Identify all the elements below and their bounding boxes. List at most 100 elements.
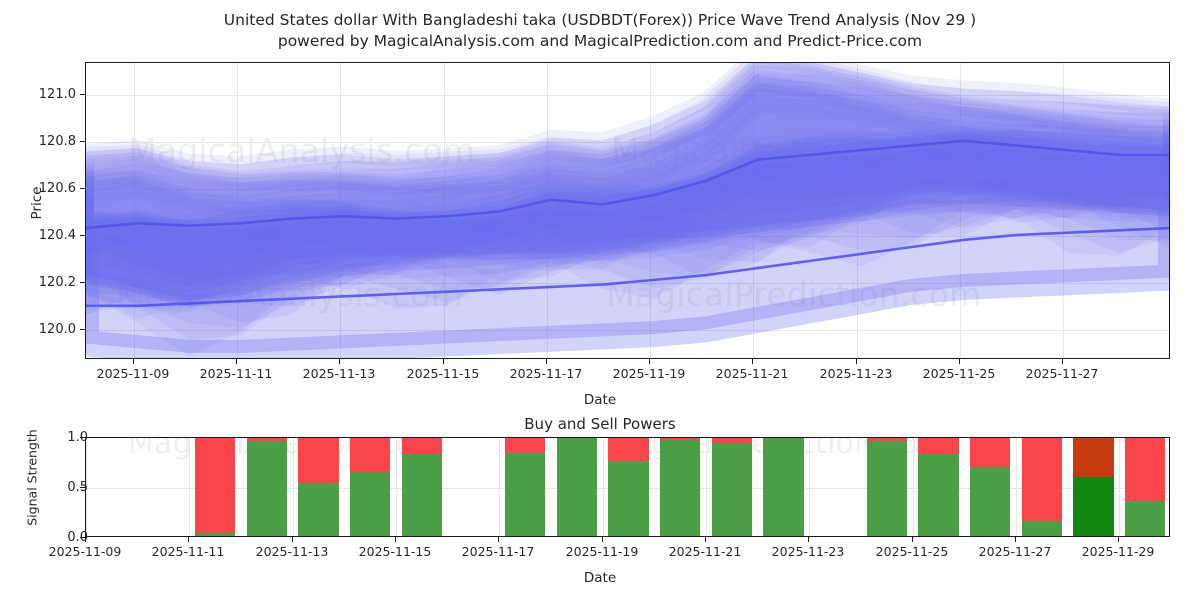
xtick-label: 2025-11-25 bbox=[875, 544, 949, 559]
xtick-label: 2025-11-23 bbox=[771, 544, 845, 559]
gridline-h bbox=[86, 95, 1169, 96]
xtick-mark bbox=[649, 359, 651, 364]
xtick-mark bbox=[498, 537, 500, 542]
ytick-mark bbox=[80, 94, 85, 96]
power-bar[interactable] bbox=[866, 438, 907, 536]
sell-power-segment bbox=[1125, 438, 1166, 501]
power-bar[interactable] bbox=[350, 438, 391, 536]
ytick-mark bbox=[80, 235, 85, 237]
power-bar[interactable] bbox=[918, 438, 959, 536]
gridline-h bbox=[86, 189, 1169, 190]
xtick-mark bbox=[339, 359, 341, 364]
sell-power-segment bbox=[505, 438, 546, 453]
figure-title-line2: powered by MagicalAnalysis.com and Magic… bbox=[277, 32, 923, 50]
gridline-v bbox=[913, 438, 914, 536]
gridline-v bbox=[809, 438, 810, 536]
power-bar[interactable] bbox=[1021, 438, 1062, 536]
power-bar[interactable] bbox=[711, 438, 752, 536]
buy-power-segment bbox=[1125, 501, 1166, 536]
power-bar[interactable] bbox=[246, 438, 287, 536]
gridline-v bbox=[340, 63, 341, 358]
gridline-v bbox=[706, 438, 707, 536]
xtick-label: 2025-11-21 bbox=[668, 544, 742, 559]
sell-power-segment bbox=[350, 438, 391, 472]
power-bar[interactable] bbox=[1073, 438, 1114, 536]
xtick-label: 2025-11-29 bbox=[1081, 544, 1155, 559]
buy-power-segment bbox=[763, 438, 804, 536]
xtick-label: 2025-11-13 bbox=[255, 544, 329, 559]
power-bar[interactable] bbox=[401, 438, 442, 536]
xtick-label: 2025-11-19 bbox=[565, 544, 639, 559]
gridline-v bbox=[444, 63, 445, 358]
xtick-label: 2025-11-27 bbox=[978, 544, 1052, 559]
gridline-v bbox=[1063, 63, 1064, 358]
buy-power-segment bbox=[866, 441, 907, 536]
sell-power-segment bbox=[608, 438, 649, 461]
power-bar[interactable] bbox=[660, 438, 701, 536]
buy-power-segment bbox=[711, 443, 752, 536]
xtick-mark bbox=[1062, 359, 1064, 364]
ytick-mark bbox=[80, 282, 85, 284]
xtick-label: 2025-11-15 bbox=[406, 366, 480, 381]
power-bar[interactable] bbox=[505, 438, 546, 536]
sell-power-segment bbox=[298, 438, 339, 483]
signal-strength-axis-label: Signal Strength bbox=[24, 429, 40, 526]
sell-power-segment bbox=[246, 438, 287, 441]
xtick-mark bbox=[443, 359, 445, 364]
buy-power-segment bbox=[608, 461, 649, 536]
xtick-mark bbox=[133, 359, 135, 364]
gridline-v bbox=[857, 63, 858, 358]
gridline-v bbox=[396, 438, 397, 536]
xtick-mark bbox=[602, 537, 604, 542]
power-chart-title: Buy and Sell Powers bbox=[524, 415, 676, 433]
gridline-v bbox=[237, 63, 238, 358]
power-bars-layer bbox=[86, 438, 1169, 536]
ytick-mark bbox=[80, 141, 85, 143]
xtick-mark bbox=[292, 537, 294, 542]
power-bar[interactable] bbox=[556, 438, 597, 536]
xtick-label: 2025-11-27 bbox=[1025, 366, 1099, 381]
power-bar[interactable] bbox=[195, 438, 236, 536]
xtick-label: 2025-11-09 bbox=[48, 544, 122, 559]
date-axis-label: Date bbox=[583, 392, 617, 408]
xtick-mark bbox=[85, 537, 87, 542]
sell-power-segment bbox=[1073, 438, 1114, 477]
power-bar[interactable] bbox=[763, 438, 804, 536]
gridline-v bbox=[753, 63, 754, 358]
xtick-label: 2025-11-25 bbox=[922, 366, 996, 381]
buy-power-segment bbox=[1073, 477, 1114, 536]
sell-power-segment bbox=[970, 438, 1011, 467]
xtick-mark bbox=[1118, 537, 1120, 542]
price-axis-label: Price bbox=[29, 186, 45, 220]
ytick-mark bbox=[80, 188, 85, 190]
xtick-mark bbox=[395, 537, 397, 542]
ytick-label: 121.0 bbox=[38, 87, 76, 102]
buy-power-segment bbox=[246, 441, 287, 536]
ytick-mark bbox=[80, 437, 85, 439]
xtick-label: 2025-11-23 bbox=[819, 366, 893, 381]
sell-power-segment bbox=[660, 438, 701, 440]
power-bar[interactable] bbox=[608, 438, 649, 536]
buy-power-segment bbox=[556, 438, 597, 536]
buy-power-segment bbox=[970, 467, 1011, 536]
xtick-mark bbox=[856, 359, 858, 364]
buy-power-segment bbox=[1021, 521, 1062, 536]
gridline-v bbox=[960, 63, 961, 358]
ytick-label: 1.0 bbox=[67, 430, 88, 445]
xtick-mark bbox=[912, 537, 914, 542]
xtick-mark bbox=[1015, 537, 1017, 542]
sell-power-segment bbox=[401, 438, 442, 454]
power-bar[interactable] bbox=[1125, 438, 1166, 536]
xtick-label: 2025-11-11 bbox=[199, 366, 273, 381]
power-bar[interactable] bbox=[970, 438, 1011, 536]
gridline-v bbox=[547, 63, 548, 358]
ytick-label: 120.4 bbox=[38, 228, 76, 243]
sell-power-segment bbox=[1021, 438, 1062, 521]
ytick-label: 120.2 bbox=[38, 275, 76, 290]
figure-title-line1: United States dollar With Bangladeshi ta… bbox=[223, 11, 977, 29]
buy-power-segment bbox=[918, 454, 959, 536]
power-bar[interactable] bbox=[298, 438, 339, 536]
gridline-v bbox=[293, 438, 294, 536]
xtick-label: 2025-11-17 bbox=[461, 544, 535, 559]
